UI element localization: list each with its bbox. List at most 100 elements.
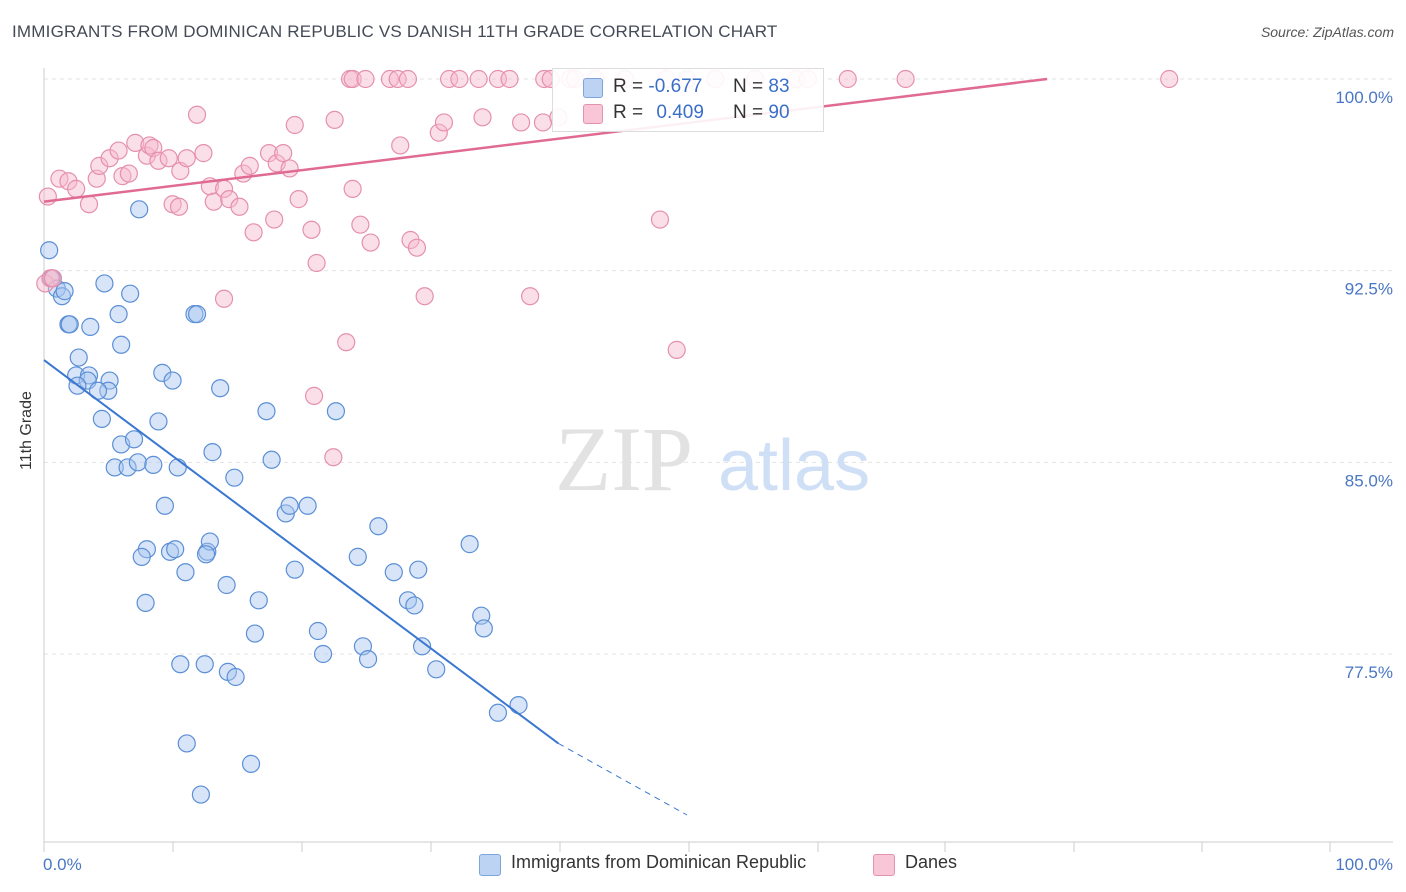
point-danes-3 <box>38 187 57 206</box>
chart-title: IMMIGRANTS FROM DOMINICAN REPUBLIC VS DA… <box>12 22 778 41</box>
point-dominican-8 <box>69 348 88 367</box>
point-dominican-30 <box>130 200 149 219</box>
point-danes-11 <box>109 141 128 160</box>
legend-blue-r: -0.677 <box>648 76 703 97</box>
watermark-zip: ZIP <box>555 408 693 510</box>
point-dominican-26 <box>153 363 172 382</box>
point-dominican-0 <box>40 241 59 260</box>
point-dominican-16 <box>92 409 111 428</box>
point-dominican-4 <box>55 282 74 301</box>
point-danes-68 <box>388 69 407 89</box>
point-dominican-18 <box>124 430 144 449</box>
point-dominican-67 <box>358 650 378 669</box>
point-danes-7 <box>79 195 99 214</box>
point-danes-42 <box>307 253 326 273</box>
y-tick-label-2: 92.5% <box>1345 280 1393 299</box>
point-dominican-51 <box>196 545 216 564</box>
axes <box>43 68 1393 852</box>
point-dominican-7 <box>81 317 100 336</box>
point-dominican-21 <box>128 453 147 472</box>
point-danes-70 <box>439 69 459 89</box>
point-danes-62 <box>650 210 670 229</box>
point-dominican-52 <box>348 547 367 566</box>
point-danes-87 <box>838 69 857 89</box>
point-dominican-3 <box>52 287 72 306</box>
point-dominican-34 <box>257 402 276 421</box>
point-dominican-44 <box>369 517 388 536</box>
point-dominican-60 <box>405 596 424 615</box>
point-danes-40 <box>289 190 308 209</box>
point-danes-52 <box>434 113 454 132</box>
point-danes-71 <box>450 69 469 89</box>
point-dominican-71 <box>171 655 190 674</box>
point-dominican-48 <box>166 540 185 559</box>
bottom-legend-blue: Immigrants from Dominican Republic <box>511 852 807 872</box>
point-danes-49 <box>407 238 427 257</box>
point-dominican-25 <box>121 284 140 303</box>
point-dominican-57 <box>285 560 304 579</box>
legend-pink-n: 90 <box>768 102 790 123</box>
point-dominican-37 <box>203 443 222 462</box>
point-dominican-19 <box>105 458 124 477</box>
trend-line-dominican <box>43 359 559 745</box>
point-dominican-76 <box>488 703 508 722</box>
point-dominican-27 <box>163 371 182 390</box>
legend-pink-r: 0.409 <box>656 102 704 123</box>
point-danes-65 <box>343 69 362 89</box>
point-danes-53 <box>473 108 492 127</box>
point-dominican-20 <box>118 458 137 477</box>
legend-swatch-blue <box>583 78 603 98</box>
point-dominican-33 <box>211 379 230 398</box>
y-tick-label-1: 85.0% <box>1345 471 1393 490</box>
point-dominican-46 <box>132 547 151 566</box>
point-danes-67 <box>380 69 400 89</box>
point-danes-19 <box>159 149 178 168</box>
legend-blue-n: 83 <box>768 76 790 97</box>
source-label: Source: ZipAtlas.com <box>1260 24 1394 40</box>
point-dominican-75 <box>427 660 446 679</box>
point-dominican-69 <box>412 637 432 656</box>
legend-r-label-2: R = <box>613 102 644 123</box>
point-danes-50 <box>415 287 434 306</box>
point-danes-37 <box>274 144 293 163</box>
point-danes-9 <box>90 156 109 175</box>
point-danes-25 <box>194 144 213 163</box>
point-danes-60 <box>324 448 343 467</box>
point-dominican-22 <box>144 455 163 474</box>
x-tick-label-right: 100.0% <box>1335 855 1393 874</box>
point-danes-47 <box>391 136 410 155</box>
point-danes-54 <box>512 113 531 132</box>
point-danes-30 <box>230 197 249 216</box>
point-dominican-70 <box>474 619 493 638</box>
point-danes-34 <box>259 144 279 163</box>
point-danes-56 <box>533 113 553 132</box>
point-danes-13 <box>119 164 138 183</box>
point-dominican-38 <box>225 468 244 487</box>
point-danes-41 <box>302 220 321 239</box>
point-danes-27 <box>204 192 223 211</box>
trend-lines <box>43 77 1048 816</box>
legend-swatch-pink <box>583 104 603 124</box>
point-dominican-68 <box>313 644 333 664</box>
point-danes-23 <box>177 149 196 168</box>
point-danes-32 <box>240 156 259 175</box>
point-danes-72 <box>469 69 488 89</box>
point-danes-5 <box>59 172 78 191</box>
point-danes-43 <box>325 110 344 129</box>
legend-n-label-2: N = <box>733 102 764 123</box>
point-dominican-58 <box>384 563 403 582</box>
point-dominican-63 <box>136 593 155 612</box>
point-danes-6 <box>67 179 86 198</box>
point-dominican-47 <box>160 542 180 561</box>
point-danes-46 <box>361 233 380 252</box>
point-danes-35 <box>265 210 284 229</box>
point-dominican-55 <box>217 575 236 595</box>
point-danes-24 <box>187 105 207 124</box>
point-danes-66 <box>356 69 375 89</box>
point-dominican-40 <box>155 496 174 515</box>
point-dominican-29 <box>112 335 131 354</box>
point-danes-74 <box>500 69 519 89</box>
y-tick-labels: 77.5% 85.0% 92.5% 100.0% <box>1335 88 1393 682</box>
point-danes-21 <box>169 197 189 216</box>
